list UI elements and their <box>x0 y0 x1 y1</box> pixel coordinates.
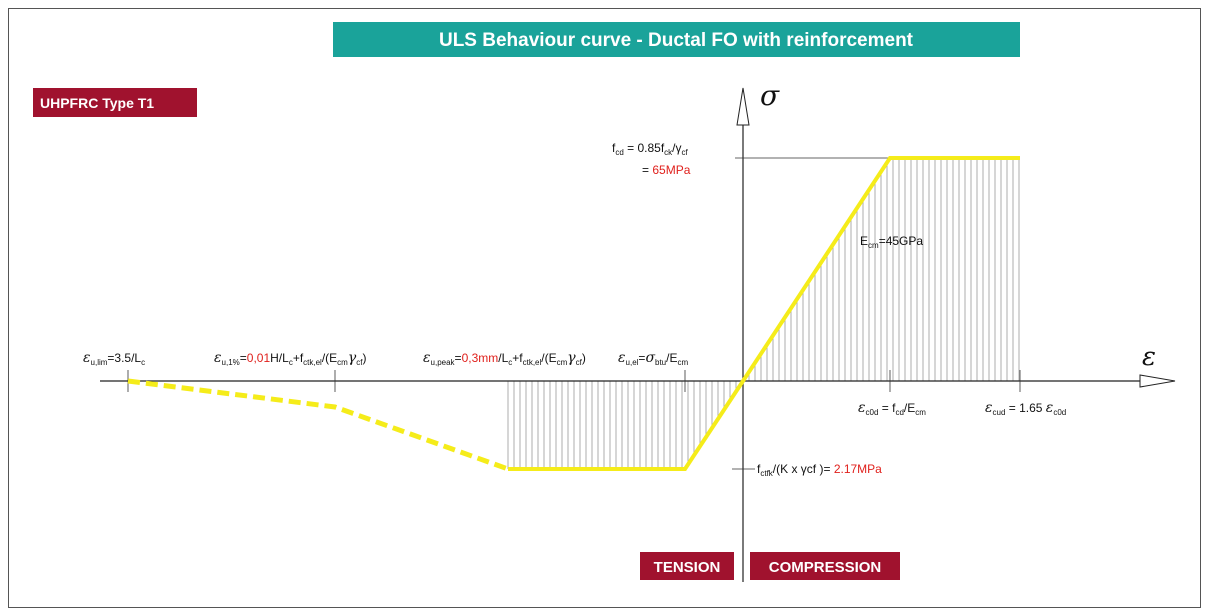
subscript: btu <box>655 358 666 367</box>
subscript: c <box>508 358 512 367</box>
label-part: σ <box>645 350 655 366</box>
curve <box>508 156 1020 471</box>
label-part: /(E <box>541 351 556 365</box>
epsilon-label: ε <box>1142 342 1156 372</box>
label-part: ε <box>858 400 866 416</box>
label-part: /(K x γcf )= <box>773 462 834 476</box>
label-part: H/L <box>270 351 289 365</box>
label-part: γ <box>348 350 357 366</box>
label-part: +f <box>512 351 523 365</box>
eu-el-label: εu,el=σbtu/Ecm <box>618 350 688 367</box>
subscript: cm <box>557 358 568 367</box>
subscript: ctk,el <box>523 358 542 367</box>
subscript: u,peak <box>431 358 456 367</box>
subscript: cd <box>895 408 903 417</box>
epsilon-arrow <box>1139 374 1176 388</box>
label-part: E <box>860 234 868 248</box>
label-part: = 1.65 <box>1005 401 1045 415</box>
label-part: = <box>642 163 652 177</box>
sigma-arrow <box>736 87 750 126</box>
label-part: ε <box>985 400 993 416</box>
tension-label: TENSION <box>654 559 721 576</box>
label-part: ) <box>582 351 586 365</box>
label-part: +f <box>293 351 304 365</box>
eu-1-label: εu,1%=0,01H/Lc+fctk,el/(Ecmγcf) <box>214 350 366 367</box>
label-part: ε <box>423 350 431 366</box>
label-part: /(E <box>322 351 337 365</box>
frame <box>8 8 1201 608</box>
subscript: cm <box>915 408 926 417</box>
label-part: 65MPa <box>652 163 690 177</box>
label-part: ε <box>618 350 626 366</box>
subscript: cd <box>615 148 623 157</box>
subscript: cm <box>337 358 348 367</box>
label-part: 2.17MPa <box>834 462 882 476</box>
title-box <box>333 22 1020 57</box>
hatching <box>507 158 1020 469</box>
curve-dashed <box>127 378 509 472</box>
label-part: = <box>455 351 462 365</box>
label-part: = 0.85f <box>624 141 665 155</box>
subscript: ck <box>664 148 673 157</box>
ec0d-label: εc0d = fcd/Ecm <box>858 400 926 417</box>
subscript: c <box>289 358 293 367</box>
subscript: cud <box>993 408 1006 417</box>
ecm-label: Ecm=45GPa <box>860 234 923 250</box>
subscript: c0d <box>866 408 879 417</box>
subscript: u,lim <box>91 358 108 367</box>
label-part: ε <box>1046 400 1054 416</box>
badge-box <box>33 88 197 117</box>
badge: UHPFRC Type T1 <box>40 95 154 111</box>
label-part: ε <box>214 350 222 366</box>
label-part: /L <box>498 351 508 365</box>
label-part: = <box>638 351 645 365</box>
subscript: u,1% <box>222 358 240 367</box>
sigma-label: σ <box>760 79 780 112</box>
label-part: f <box>612 141 616 155</box>
subscript: cf <box>576 358 583 367</box>
fcd-label: fcd = 0.85fck/γcf <box>612 141 689 157</box>
eu-lim-label: εu,lim=3.5/Lc <box>83 350 145 367</box>
label-part: = <box>240 351 247 365</box>
fctfk-label: fctfk/(K x γcf )= 2.17MPa <box>757 462 882 478</box>
subscript: cf <box>356 358 363 367</box>
label-part: =3.5/L <box>107 351 141 365</box>
label-part: /E <box>904 401 915 415</box>
label-part: 0,01 <box>247 351 271 365</box>
eu-peak-label: εu,peak=0,3mm/Lc+fctk,el/(Ecmγcf) <box>423 350 586 367</box>
compression-box <box>750 552 900 580</box>
subscript: u,el <box>626 358 639 367</box>
subscript: ctk,el <box>303 358 322 367</box>
tension-box <box>640 552 734 580</box>
subscript: c <box>141 358 145 367</box>
label-part: =45GPa <box>879 234 924 248</box>
title: ULS Behaviour curve - Ductal FO with rei… <box>439 30 914 51</box>
label-part: /γ <box>672 141 681 155</box>
subscript: ctfk <box>760 469 773 478</box>
label-part: 0,3mm <box>462 351 499 365</box>
label-part: γ <box>567 350 576 366</box>
compression-label: COMPRESSION <box>769 559 882 576</box>
label-part: = f <box>878 401 896 415</box>
subscript: cm <box>677 358 688 367</box>
subscript: cm <box>868 241 879 250</box>
label-part: f <box>757 462 761 476</box>
subscript: c0d <box>1053 408 1066 417</box>
label-part: /E <box>666 351 677 365</box>
subscript: cf <box>682 148 689 157</box>
label-part: ) <box>362 351 366 365</box>
label-part: ε <box>83 350 91 366</box>
fcd-value: = 65MPa <box>642 163 691 177</box>
ecud-label: εcud = 1.65 εc0d <box>985 400 1066 417</box>
